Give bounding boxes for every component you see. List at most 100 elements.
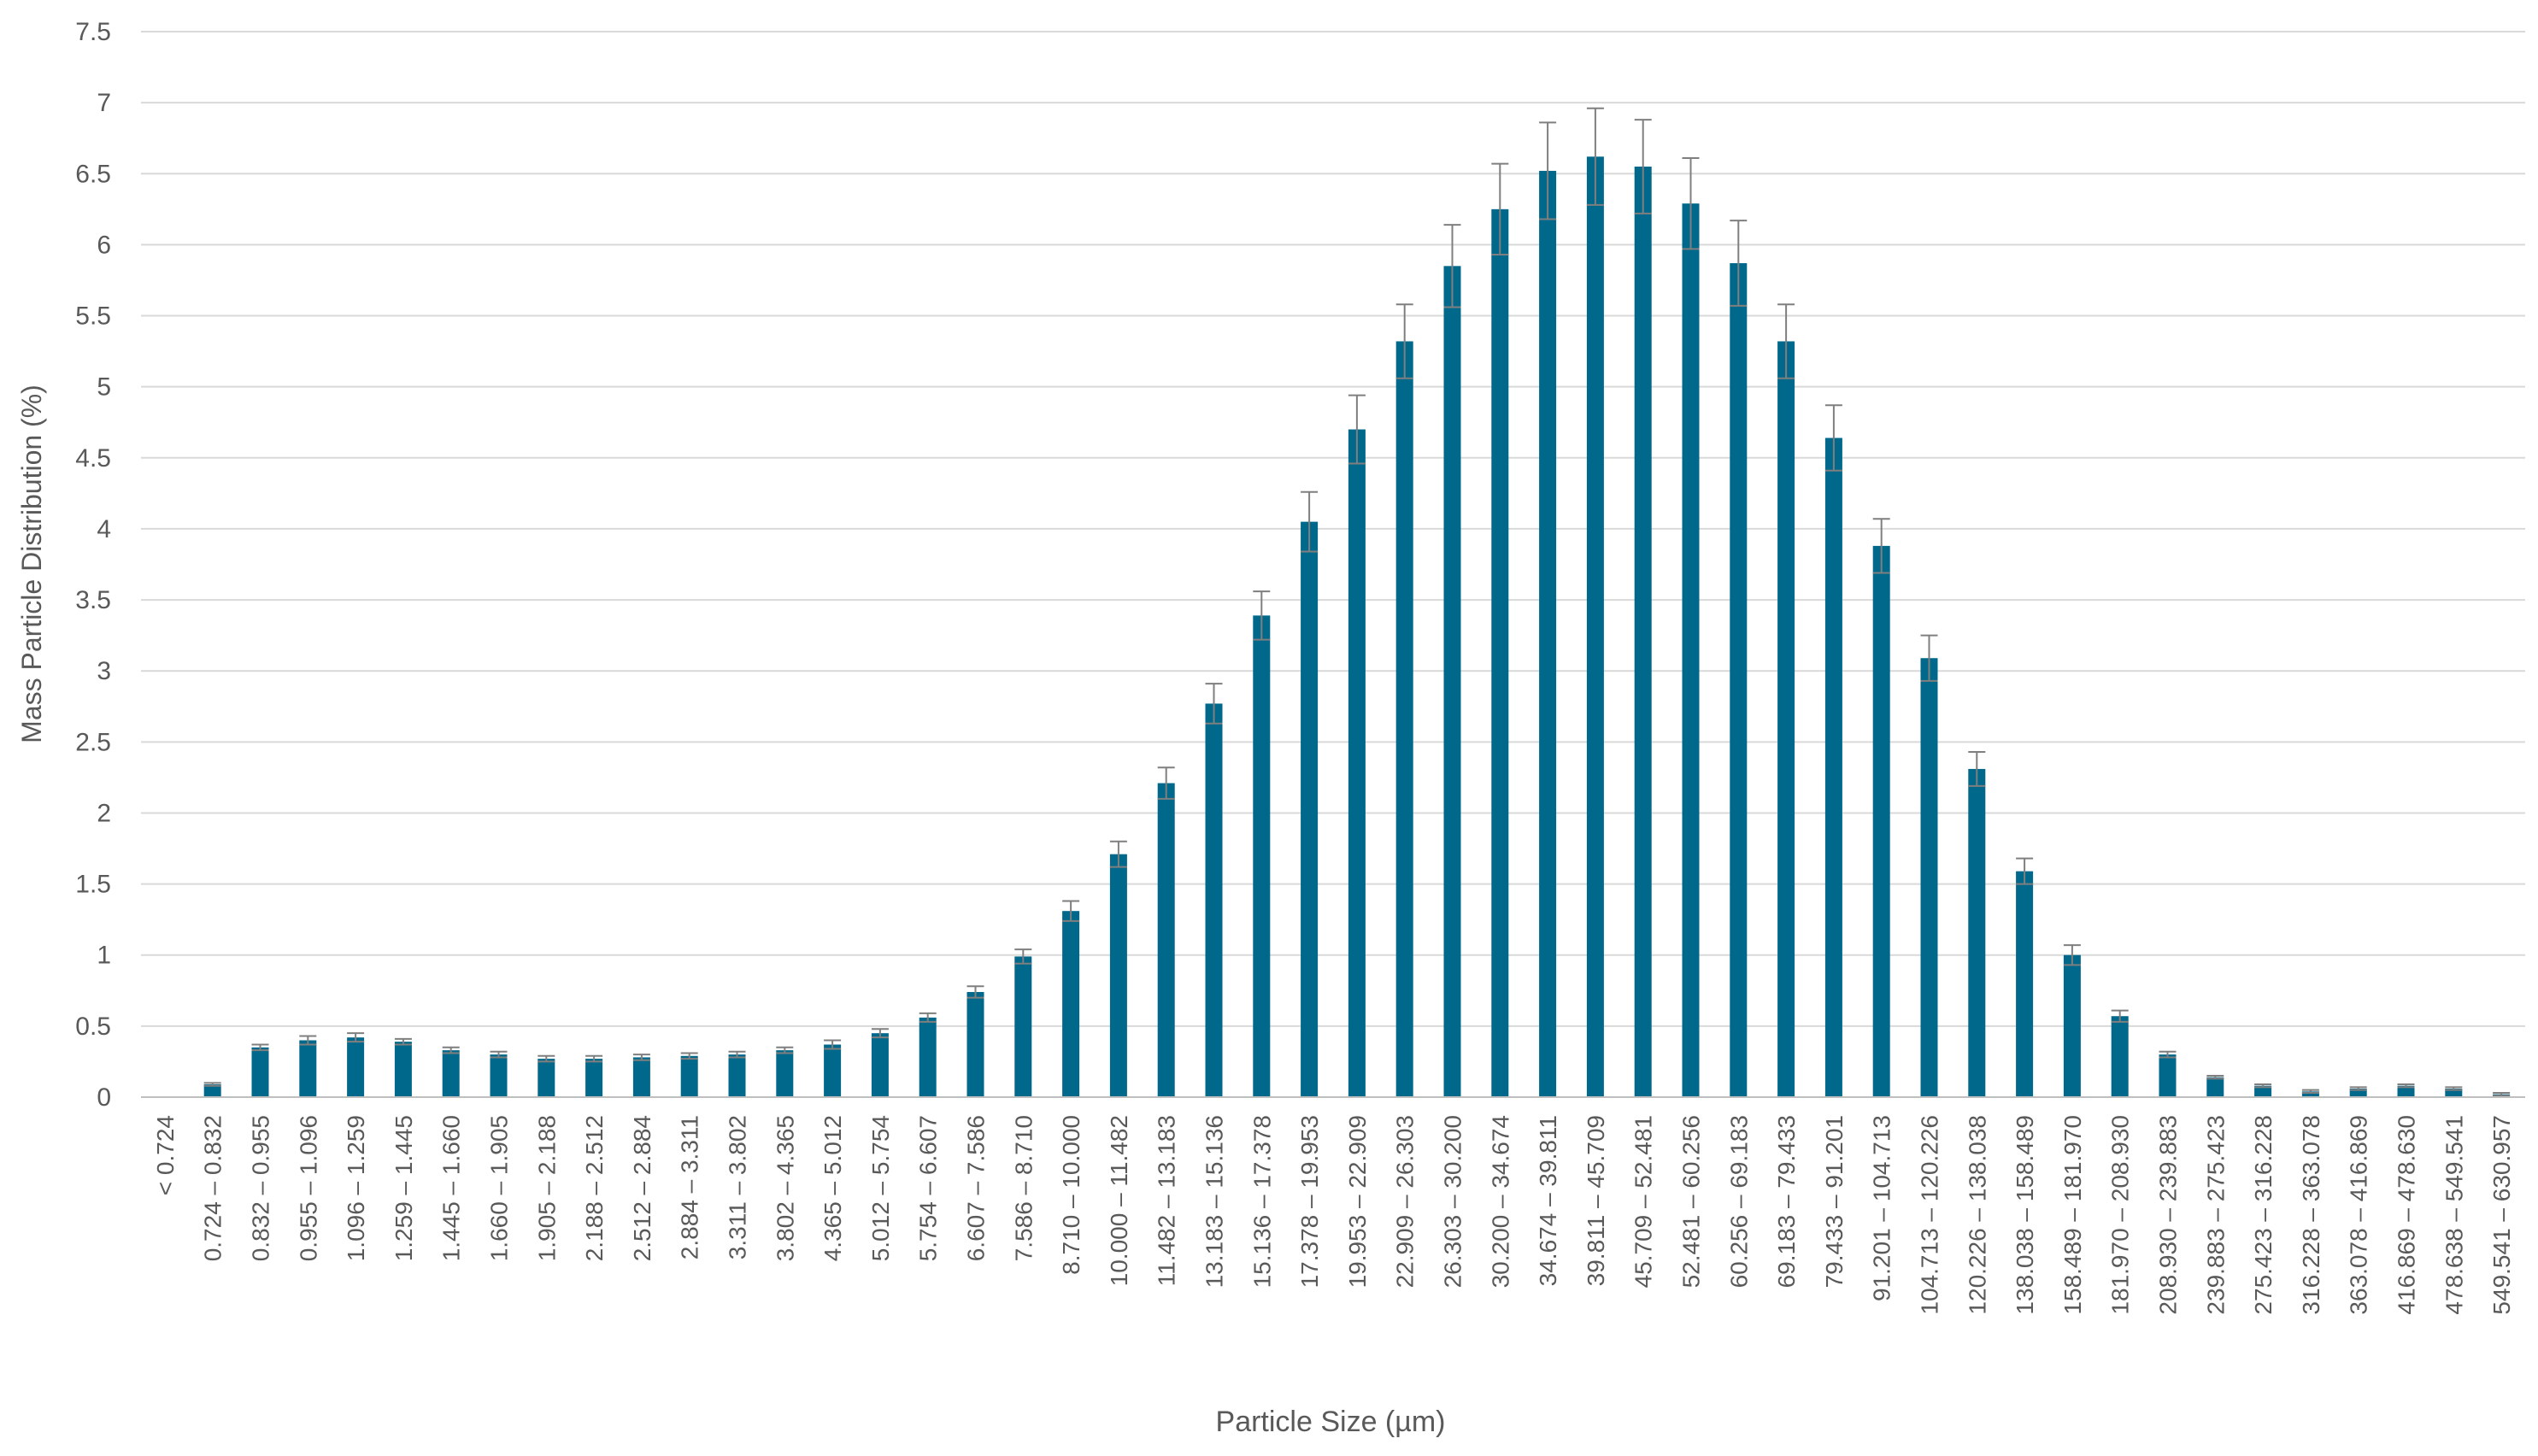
x-tick-label: 4.365 – 5.012: [820, 1115, 846, 1261]
x-tick-label: 7.586 – 8.710: [1010, 1115, 1037, 1261]
bars: [203, 156, 2511, 1098]
y-tick-label: 4.5: [75, 444, 111, 473]
error-bar: [2063, 944, 2081, 966]
y-tick-label: 2.5: [75, 728, 111, 756]
x-tick-label: 22.909 – 26.303: [1392, 1115, 1419, 1288]
bar: [1872, 545, 1890, 1097]
x-tick-label: 0.955 – 1.096: [295, 1115, 321, 1261]
y-tick-label: 3.5: [75, 586, 111, 614]
x-tick-label: 91.201 – 104.713: [1869, 1115, 1895, 1301]
bar: [299, 1040, 317, 1097]
bar: [1157, 783, 1175, 1097]
x-tick-label: 1.259 – 1.445: [391, 1115, 417, 1261]
error-bar: [2301, 1089, 2319, 1095]
error-bar: [538, 1054, 555, 1063]
x-tick-label: 2.188 – 2.512: [581, 1115, 608, 1261]
error-bar: [299, 1035, 317, 1046]
x-tick-label: 45.709 – 52.481: [1630, 1115, 1657, 1288]
x-tick-label: 19.953 – 22.909: [1344, 1115, 1371, 1288]
error-bar: [1157, 766, 1175, 800]
x-tick-label: 11.482 – 13.183: [1154, 1115, 1180, 1286]
error-bar: [1062, 900, 1080, 922]
x-tick-label: 0.724 – 0.832: [200, 1115, 226, 1261]
bar: [585, 1059, 603, 1097]
x-axis-label: Particle Size (µm): [1216, 1406, 1446, 1438]
error-bar: [2254, 1083, 2272, 1089]
x-tick-label: 69.183 – 79.433: [1773, 1115, 1800, 1288]
bar: [776, 1050, 794, 1097]
x-tick-label: 1.445 – 1.660: [438, 1115, 465, 1261]
y-tick-label: 2: [97, 799, 111, 827]
x-tick-label: 120.226 – 138.038: [1964, 1115, 1990, 1315]
bar: [680, 1055, 698, 1097]
bar: [2016, 871, 2034, 1097]
x-tick-label: 363.078 – 416.869: [2346, 1115, 2372, 1315]
error-bar: [1824, 404, 1842, 472]
error-bar: [2397, 1083, 2415, 1089]
bar: [490, 1054, 508, 1097]
error-bars: [203, 107, 2511, 1097]
bar: [1824, 437, 1842, 1097]
error-bar: [1348, 394, 1366, 465]
x-tick-label: 39.811 – 45.709: [1583, 1115, 1609, 1286]
bar: [919, 1017, 937, 1097]
x-tick-label: 1.096 – 1.259: [343, 1115, 369, 1261]
error-bar: [824, 1039, 842, 1050]
bar: [966, 991, 984, 1097]
bar: [1205, 703, 1223, 1097]
x-tick-label: 15.136 – 17.378: [1248, 1115, 1275, 1288]
error-bar: [2349, 1086, 2367, 1091]
x-tick-label: 60.256 – 69.183: [1725, 1115, 1752, 1288]
bar: [1014, 956, 1032, 1097]
bar: [2397, 1085, 2415, 1097]
x-tick-label: 52.481 – 60.256: [1678, 1115, 1705, 1288]
x-tick-label: 3.311 – 3.802: [725, 1115, 751, 1259]
error-bar: [203, 1082, 221, 1087]
bar: [1777, 341, 1795, 1098]
x-tick-label: 2.884 – 3.311: [677, 1115, 703, 1259]
error-bar: [251, 1043, 269, 1052]
bar: [347, 1037, 365, 1097]
x-tick-label: 138.038 – 158.489: [2012, 1115, 2038, 1315]
y-tick-label: 6.5: [75, 160, 111, 188]
bar: [394, 1042, 412, 1097]
gridlines: [141, 31, 2525, 1027]
y-axis-tick-labels: 0 0.5 1 1.5 2 2.5 3 3.5 4 4.5 5 5.5 6 6.5 7 7.5: [75, 18, 111, 1112]
bar: [1730, 263, 1748, 1098]
bar: [1682, 203, 1700, 1098]
x-tick-label: 239.883 – 275.423: [2202, 1115, 2229, 1315]
error-bar: [1634, 119, 1652, 214]
error-bar: [1253, 590, 1271, 641]
bar: [203, 1084, 221, 1097]
error-bar: [442, 1046, 460, 1054]
bar: [2349, 1089, 2367, 1097]
error-bar: [1205, 683, 1223, 725]
bar: [728, 1054, 746, 1097]
x-tick-label: 416.869 – 478.630: [2394, 1115, 2420, 1315]
error-bar: [490, 1050, 508, 1059]
bar: [2111, 1016, 2129, 1097]
x-tick-label: 181.970 – 208.930: [2107, 1115, 2134, 1315]
error-bar: [585, 1054, 603, 1063]
x-tick-label: 208.930 – 239.883: [2155, 1115, 2182, 1315]
bar: [538, 1059, 555, 1097]
error-bar: [2493, 1092, 2511, 1097]
error-bar: [1539, 121, 1557, 220]
y-tick-label: 0.5: [75, 1013, 111, 1041]
y-tick-label: 6: [97, 231, 111, 259]
error-bar: [1109, 840, 1127, 868]
x-tick-label: 17.378 – 19.953: [1296, 1115, 1323, 1288]
x-tick-label: 6.607 – 7.586: [963, 1115, 990, 1261]
y-tick-label: 3: [97, 657, 111, 685]
x-tick-label: 316.228 – 363.078: [2298, 1115, 2324, 1315]
bar: [1920, 658, 1938, 1097]
error-bar: [2016, 857, 2034, 885]
error-bar: [347, 1032, 365, 1043]
x-tick-label: 79.433 – 91.201: [1821, 1115, 1848, 1288]
x-tick-label: 5.754 – 6.607: [915, 1115, 942, 1261]
error-bar: [1920, 634, 1938, 682]
error-bar: [1586, 107, 1604, 206]
error-bar: [1395, 303, 1413, 379]
bar: [2254, 1085, 2272, 1097]
bar: [1395, 341, 1413, 1098]
